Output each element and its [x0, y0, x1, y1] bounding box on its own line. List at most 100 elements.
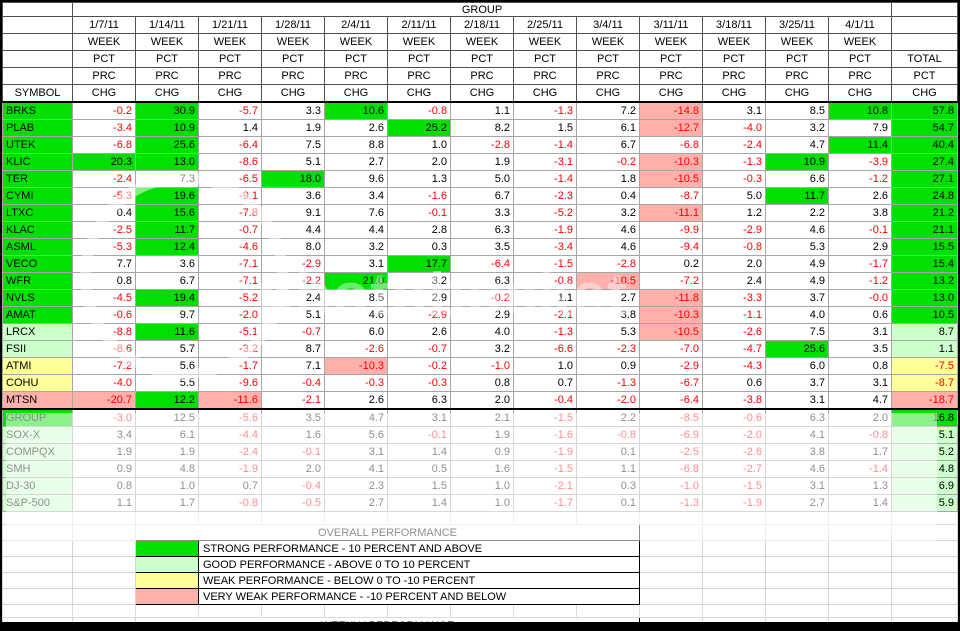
value-cell[interactable]: 1.0 — [513, 357, 577, 375]
value-cell[interactable]: 1.9 — [450, 153, 514, 171]
value-cell[interactable]: -8.8 — [72, 323, 136, 341]
value-cell[interactable]: -1.0 — [450, 357, 514, 375]
value-cell[interactable]: 3.1 — [765, 391, 829, 410]
value-cell[interactable]: -1.7 — [198, 357, 262, 375]
total-cell[interactable]: 13.0 — [891, 289, 958, 307]
week-date-header[interactable]: 3/25/11 — [765, 16, 829, 34]
value-cell[interactable]: 2.9 — [827, 238, 893, 256]
value-cell[interactable]: -2.8 — [576, 255, 640, 273]
value-cell[interactable]: -6.8 — [639, 460, 703, 478]
value-cell[interactable]: 6.3 — [450, 221, 514, 239]
value-cell[interactable]: 0.3 — [576, 477, 640, 495]
value-cell[interactable]: 2.0 — [702, 255, 766, 273]
value-cell[interactable]: 30.9 — [135, 101, 199, 120]
value-cell[interactable]: -14.8 — [639, 101, 703, 120]
value-cell[interactable]: 18.0 — [261, 170, 325, 188]
value-cell[interactable]: -2.7 — [702, 460, 766, 478]
value-cell[interactable]: 0.7 — [198, 477, 262, 495]
value-cell[interactable]: 6.0 — [324, 323, 388, 341]
value-cell[interactable]: 0.5 — [387, 460, 451, 478]
value-cell[interactable]: -2.2 — [261, 272, 325, 290]
symbol-cell[interactable]: SMH — [2, 460, 73, 478]
value-cell[interactable]: 1.3 — [827, 477, 893, 495]
symbol-cell[interactable]: COMPQX — [2, 443, 73, 461]
value-cell[interactable]: -0.2 — [450, 289, 514, 307]
value-cell[interactable]: -1.5 — [513, 460, 577, 478]
value-cell[interactable]: -10.3 — [324, 357, 388, 375]
value-cell[interactable]: -5.6 — [198, 408, 262, 427]
value-cell[interactable]: -11.6 — [198, 391, 262, 410]
value-cell[interactable]: 1.1 — [450, 101, 514, 120]
value-cell[interactable]: 2.9 — [387, 289, 451, 307]
total-cell[interactable]: 4.8 — [891, 460, 958, 478]
value-cell[interactable]: -7.2 — [639, 272, 703, 290]
value-cell[interactable]: 8.8 — [324, 136, 388, 154]
value-cell[interactable]: 19.4 — [135, 289, 199, 307]
value-cell[interactable]: 5.0 — [702, 187, 766, 205]
value-cell[interactable]: 10.8 — [827, 101, 893, 120]
value-cell[interactable]: 11.7 — [135, 221, 199, 239]
value-cell[interactable]: 1.9 — [450, 426, 514, 444]
value-cell[interactable]: 1.5 — [387, 477, 451, 495]
symbol-cell[interactable]: KLIC — [2, 153, 73, 171]
value-cell[interactable]: -2.1 — [513, 477, 577, 495]
value-cell[interactable]: 10.9 — [765, 153, 829, 171]
value-cell[interactable]: 0.8 — [450, 374, 514, 392]
value-cell[interactable]: -0.6 — [702, 408, 766, 427]
value-cell[interactable]: -10.5 — [639, 323, 703, 341]
value-cell[interactable]: 25.2 — [387, 119, 451, 137]
symbol-cell[interactable]: TER — [2, 170, 73, 188]
value-cell[interactable]: -1.5 — [513, 408, 577, 427]
value-cell[interactable]: 7.7 — [72, 255, 136, 273]
value-cell[interactable]: -1.3 — [639, 494, 703, 512]
value-cell[interactable]: 1.1 — [576, 460, 640, 478]
value-cell[interactable]: 5.5 — [135, 374, 199, 392]
value-cell[interactable]: -1.6 — [387, 187, 451, 205]
value-cell[interactable]: -0.3 — [702, 170, 766, 188]
value-cell[interactable]: -0.1 — [827, 221, 893, 239]
value-cell[interactable]: 0.9 — [576, 357, 640, 375]
symbol-cell[interactable]: UTEK — [2, 136, 73, 154]
value-cell[interactable]: 0.8 — [72, 477, 136, 495]
total-cell[interactable]: 27.4 — [891, 153, 958, 171]
value-cell[interactable]: -1.9 — [702, 494, 766, 512]
value-cell[interactable]: 3.2 — [765, 119, 829, 137]
value-cell[interactable]: -0.7 — [198, 221, 262, 239]
value-cell[interactable]: 1.0 — [387, 136, 451, 154]
value-cell[interactable]: 1.0 — [135, 477, 199, 495]
total-cell[interactable]: 15.4 — [891, 255, 958, 273]
value-cell[interactable]: -8.6 — [198, 153, 262, 171]
value-cell[interactable]: -1.3 — [702, 153, 766, 171]
value-cell[interactable]: 3.7 — [765, 374, 829, 392]
value-cell[interactable]: 0.8 — [827, 357, 893, 375]
value-cell[interactable]: 1.7 — [827, 443, 893, 461]
value-cell[interactable]: -0.2 — [387, 357, 451, 375]
symbol-cell[interactable]: COHU — [2, 374, 73, 392]
value-cell[interactable]: 2.6 — [324, 391, 388, 410]
value-cell[interactable]: 7.3 — [135, 170, 199, 188]
value-cell[interactable]: -0.2 — [72, 101, 136, 120]
value-cell[interactable]: 1.9 — [72, 443, 136, 461]
value-cell[interactable]: -10.3 — [639, 153, 703, 171]
value-cell[interactable]: -2.8 — [450, 136, 514, 154]
value-cell[interactable]: 12.2 — [135, 391, 199, 410]
total-cell[interactable]: 16.8 — [891, 408, 958, 427]
value-cell[interactable]: 4.9 — [765, 255, 829, 273]
value-cell[interactable]: 2.7 — [324, 153, 388, 171]
value-cell[interactable]: -0.6 — [72, 306, 136, 324]
week-date-header[interactable]: 3/4/11 — [576, 16, 640, 34]
value-cell[interactable]: 3.2 — [576, 204, 640, 222]
value-cell[interactable]: -7.1 — [198, 272, 262, 290]
value-cell[interactable]: 3.3 — [450, 204, 514, 222]
total-cell[interactable]: -7.5 — [891, 357, 958, 375]
value-cell[interactable]: 0.2 — [639, 255, 703, 273]
value-cell[interactable]: 7.2 — [576, 101, 640, 120]
value-cell[interactable]: -0.0 — [827, 289, 893, 307]
value-cell[interactable]: -11.8 — [639, 289, 703, 307]
value-cell[interactable]: -0.7 — [261, 323, 325, 341]
value-cell[interactable]: 3.8 — [576, 306, 640, 324]
value-cell[interactable]: 3.8 — [765, 443, 829, 461]
value-cell[interactable]: 5.3 — [765, 238, 829, 256]
value-cell[interactable]: 4.6 — [765, 460, 829, 478]
value-cell[interactable]: 4.6 — [324, 306, 388, 324]
